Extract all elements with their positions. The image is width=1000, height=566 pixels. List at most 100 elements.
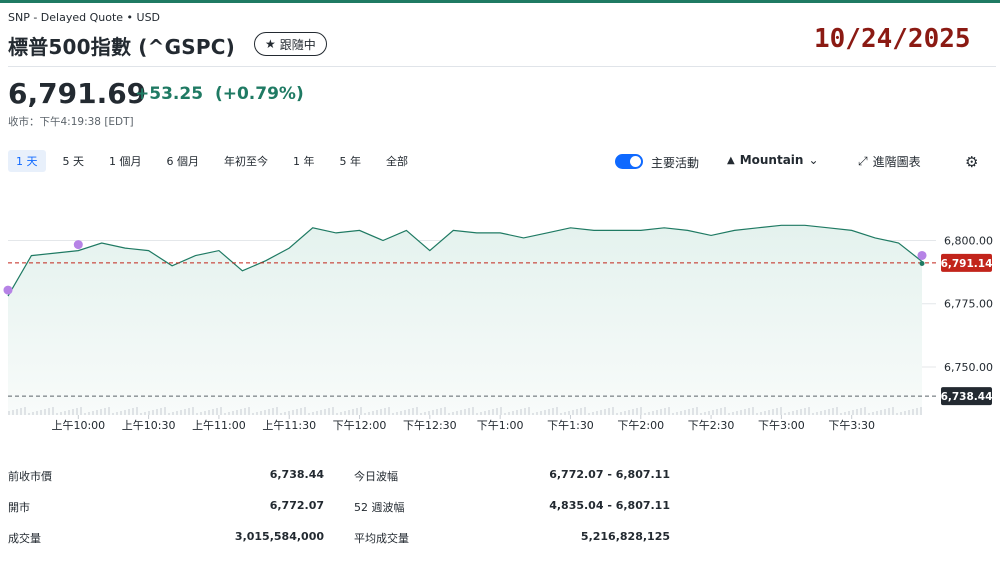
volume-bar: [64, 411, 66, 415]
x-tick-label: 下午2:00: [617, 419, 664, 432]
gear-icon[interactable]: ⚙: [965, 153, 979, 171]
y-tick-label: 6,750.00: [944, 361, 993, 374]
volume-bar: [672, 413, 674, 415]
volume-bar: [68, 410, 70, 415]
volume-bar: [684, 410, 686, 415]
volume-bar: [912, 409, 914, 415]
volume-bar: [848, 411, 850, 415]
stat-value: 6,772.07 - 6,807.11: [549, 468, 670, 481]
volume-bar: [740, 410, 742, 415]
star-icon: ★: [265, 37, 276, 51]
volume-bar: [176, 411, 178, 415]
follow-button[interactable]: ★ 跟隨中: [254, 32, 327, 56]
y-tick-label: 6,775.00: [944, 298, 993, 311]
volume-bar: [284, 412, 286, 415]
range-tab-6m[interactable]: 6 個月: [166, 155, 200, 168]
volume-bar: [400, 411, 402, 415]
volume-bar: [784, 413, 786, 415]
volume-bar: [92, 411, 94, 415]
volume-bar: [600, 410, 602, 415]
volume-bar: [692, 408, 694, 415]
volume-bar: [820, 411, 822, 415]
volume-bar: [84, 413, 86, 415]
volume-bar: [272, 408, 274, 415]
volume-bar: [104, 408, 106, 415]
range-tab-ytd[interactable]: 年初至今: [224, 155, 268, 168]
stat-label: 今日波幅: [354, 470, 398, 483]
volume-bar: [716, 409, 718, 415]
volume-bar: [88, 412, 90, 415]
stat-row: 前收市價 6,738.44: [8, 468, 324, 483]
volume-bar: [464, 409, 466, 415]
volume-bar: [788, 412, 790, 415]
volume-bar: [164, 407, 166, 415]
volume-bar: [812, 413, 814, 415]
price-line: [7, 224, 923, 297]
volume-bar: [320, 410, 322, 415]
volume-bar: [492, 409, 494, 415]
volume-bar: [352, 409, 354, 415]
volume-bar: [660, 409, 662, 415]
volume-bar: [856, 409, 858, 415]
volume-bar: [556, 407, 558, 415]
volume-bar: [888, 408, 890, 415]
stat-label: 開市: [8, 501, 30, 514]
volume-bar: [852, 410, 854, 415]
volume-bar: [124, 410, 126, 415]
volume-bar: [780, 407, 782, 415]
volume-bar: [776, 408, 778, 415]
volume-bar: [420, 413, 422, 415]
volume-bar: [836, 407, 838, 415]
volume-bar: [276, 407, 278, 415]
volume-bar: [792, 411, 794, 415]
volume-bar: [200, 412, 202, 415]
volume-bar: [668, 407, 670, 415]
volume-bar: [260, 411, 262, 415]
events-toggle[interactable]: [615, 154, 643, 169]
volume-bar: [380, 409, 382, 415]
volume-bar: [392, 413, 394, 415]
volume-bar: [736, 411, 738, 415]
volume-bar: [744, 409, 746, 415]
change-percent: (+0.79%): [214, 84, 304, 104]
range-tab-5d[interactable]: 5 天: [62, 155, 85, 168]
x-tick-label: 下午12:30: [403, 419, 457, 432]
stat-label: 成交量: [8, 532, 41, 545]
volume-bar: [516, 410, 518, 415]
range-tab-1m[interactable]: 1 個月: [109, 155, 142, 168]
volume-bar: [288, 411, 290, 415]
volume-bar: [444, 407, 446, 415]
volume-bar: [344, 411, 346, 415]
volume-bar: [488, 410, 490, 415]
volume-bar: [292, 410, 294, 415]
advanced-chart-button[interactable]: ⤢ 進階圖表: [858, 153, 921, 170]
volume-bar: [480, 412, 482, 415]
range-tab-1d[interactable]: 1 天: [8, 150, 46, 172]
volume-bar: [552, 408, 554, 415]
range-tab-5y[interactable]: 5 年: [339, 155, 362, 168]
volume-bar: [728, 413, 730, 415]
volume-bar: [884, 409, 886, 415]
price-chart[interactable]: 6,800.00 6,775.00 6,750.00 6,791.14 6,738.44…: [0, 190, 1000, 440]
volume-bar: [304, 407, 306, 415]
volume-bar: [312, 412, 314, 415]
volume-bar: [524, 408, 526, 415]
volume-bar: [264, 410, 266, 415]
volume-bar: [456, 411, 458, 415]
volume-bar: [904, 411, 906, 415]
volume-bar: [772, 409, 774, 415]
range-tab-all[interactable]: 全部: [386, 155, 408, 168]
volume-bar: [376, 410, 378, 415]
volume-bar: [908, 410, 910, 415]
volume-bar: [408, 409, 410, 415]
volume-bar: [192, 407, 194, 415]
stat-row: 成交量 3,015,584,000: [8, 530, 324, 545]
volume-bar: [592, 412, 594, 415]
stat-row: 今日波幅 6,772.07 - 6,807.11: [354, 468, 670, 483]
change-value: +53.25: [135, 84, 204, 104]
volume-bar: [872, 412, 874, 415]
top-accent-bar: [0, 0, 1000, 3]
chart-style-dropdown[interactable]: ▲ Mountain ⌄: [727, 153, 819, 167]
range-tab-1y[interactable]: 1 年: [293, 155, 315, 168]
volume-bar: [892, 407, 894, 415]
